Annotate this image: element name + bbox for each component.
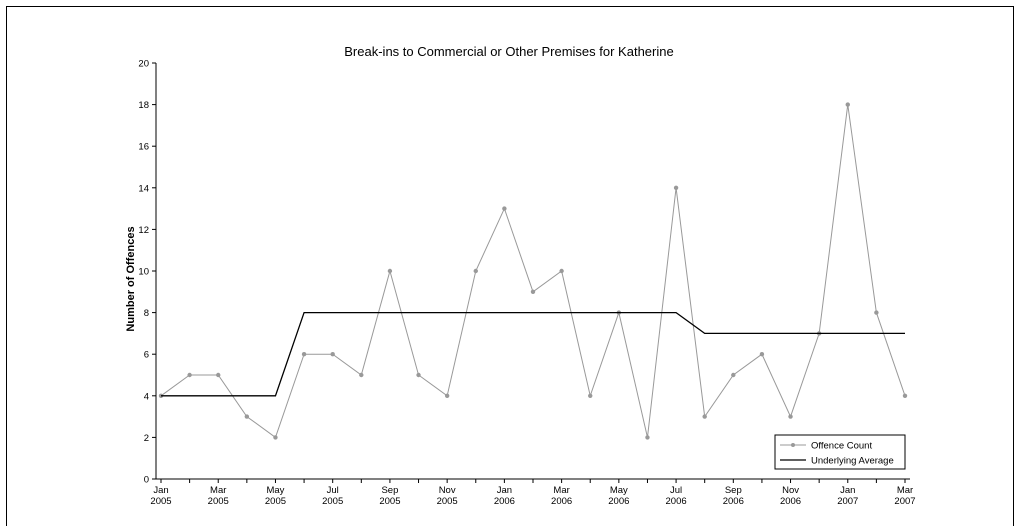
x-tick-label-year: 2005 [150,496,171,507]
y-tick-label: 0 [144,475,149,486]
x-tick-label-year: 2006 [723,496,744,507]
data-point [273,435,278,440]
y-tick-label: 10 [138,267,149,278]
x-tick-label-month: Jul [327,485,339,496]
x-tick-label-month: Jan [840,485,855,496]
data-point [645,435,650,440]
data-point [330,352,335,357]
data-point [502,206,507,211]
y-tick-label: 16 [138,142,149,153]
legend-label-offence: Offence Count [811,441,872,452]
line-chart: Break-ins to Commercial or Other Premise… [125,44,916,508]
x-tick-label-month: Mar [210,485,226,496]
x-tick-label-month: Mar [897,485,913,496]
data-point [473,268,478,274]
data-point [359,372,364,378]
series-line-underlying-average [161,311,905,397]
data-point [559,268,564,274]
x-tick-label-year: 2005 [208,496,229,507]
x-tick-label-month: Jan [497,485,512,496]
data-point [444,393,450,398]
y-tick-label: 14 [138,183,149,194]
data-point [416,372,421,378]
x-tick-label-year: 2005 [322,496,343,507]
x-tick-label-year: 2007 [894,496,915,507]
x-tick-label-month: Nov [782,485,799,496]
x-tick-label-year: 2006 [608,496,629,507]
y-tick-label: 18 [138,100,149,111]
x-tick-label-year: 2005 [265,496,286,507]
data-point [788,414,793,419]
y-tick-label: 8 [144,308,149,319]
x-tick-label-month: Sep [725,485,742,496]
legend-box [774,434,906,470]
x-tick-label-month: May [266,485,284,496]
data-point [702,414,707,419]
x-tick-label-month: May [610,485,628,496]
x-tick-label-month: Nov [439,485,456,496]
legend-marker-offence [791,443,795,447]
data-point [759,352,765,357]
data-point [588,393,593,398]
y-axis-label: Number of Offences [125,226,137,331]
y-tick-label: 20 [138,59,149,70]
y-tick-label: 4 [144,391,149,402]
data-point [187,372,192,378]
y-tick-label: 2 [144,433,149,444]
x-tick-label-month: Jan [153,485,168,496]
x-tick-label-year: 2006 [780,496,801,507]
axes: 02468101214161820Jan2005Mar2005May2005Ju… [138,59,915,508]
data-point [244,414,250,419]
x-tick-label-year: 2005 [379,496,400,507]
x-tick-label-year: 2006 [494,496,515,507]
legend: Offence Count Underlying Average [774,434,906,470]
series-layer [158,102,908,440]
data-point [301,352,307,357]
y-tick-label: 12 [138,225,149,236]
x-tick-label-year: 2006 [551,496,572,507]
y-tick-label: 6 [144,350,149,361]
chart-title: Break-ins to Commercial or Other Premise… [344,44,673,59]
data-point [530,289,536,294]
legend-label-average: Underlying Average [811,456,894,467]
data-point [673,185,679,190]
x-tick-label-month: Jul [670,485,682,496]
x-tick-label-month: Mar [553,485,569,496]
data-point [216,372,221,378]
data-point [902,393,908,398]
data-point [845,102,850,107]
data-point [874,310,879,315]
series-line-offence-count [160,104,906,439]
x-tick-label-year: 2007 [837,496,858,507]
chart-frame: Break-ins to Commercial or Other Premise… [6,6,1014,526]
data-point [731,372,736,378]
x-tick-label-year: 2005 [437,496,458,507]
x-tick-label-month: Sep [381,485,398,496]
data-point [387,268,393,274]
x-tick-label-year: 2006 [666,496,687,507]
